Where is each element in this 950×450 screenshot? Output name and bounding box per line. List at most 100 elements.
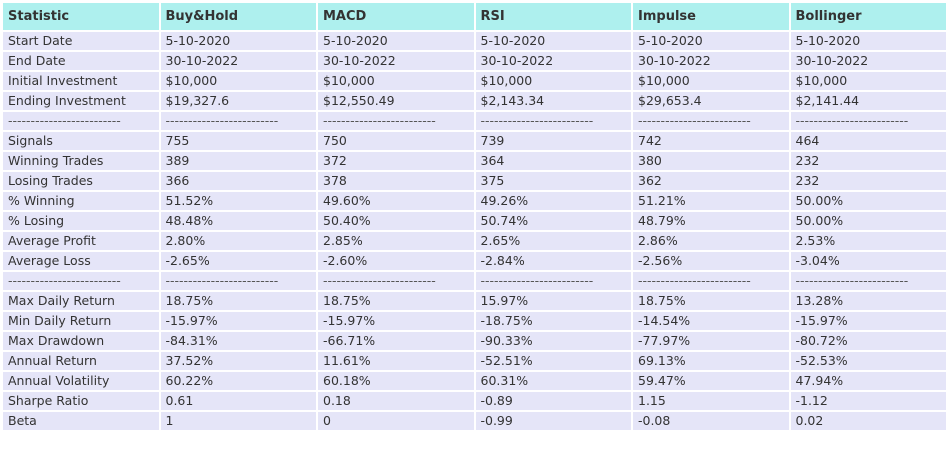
- macd-cell: 60.18%: [318, 372, 474, 390]
- buy-and-hold-cell: 37.52%: [160, 352, 316, 370]
- macd-cell: 372: [318, 152, 474, 170]
- rsi-cell: 364: [475, 152, 631, 170]
- impulse-cell: 59.47%: [633, 372, 789, 390]
- statistic-cell: Sharpe Ratio: [3, 392, 159, 410]
- separator-cell: -------------------------: [160, 272, 316, 290]
- impulse-cell: 380: [633, 152, 789, 170]
- rsi-cell: 50.74%: [475, 212, 631, 230]
- buy-and-hold-cell: 389: [160, 152, 316, 170]
- macd-cell: 50.40%: [318, 212, 474, 230]
- statistic-cell: Max Drawdown: [3, 332, 159, 350]
- separator-cell: -------------------------: [633, 272, 789, 290]
- rsi-cell: $10,000: [475, 72, 631, 90]
- table-row: Min Daily Return -15.97% -15.97% -18.75% -14…: [3, 312, 946, 330]
- statistic-cell: Losing Trades: [3, 172, 159, 190]
- impulse-cell: 5-10-2020: [633, 32, 789, 50]
- buy-and-hold-cell: 366: [160, 172, 316, 190]
- table-header: Statistic Buy&Hold MACD RSI Impulse Boll…: [3, 3, 946, 30]
- macd-cell: 378: [318, 172, 474, 190]
- impulse-cell: -14.54%: [633, 312, 789, 330]
- bollinger-cell: 464: [790, 132, 946, 150]
- bollinger-cell: -15.97%: [790, 312, 946, 330]
- table-row: Average Profit 2.80% 2.85% 2.65% 2.86% 2.53%: [3, 232, 946, 250]
- bollinger-cell: 30-10-2022: [790, 52, 946, 70]
- rsi-cell: 60.31%: [475, 372, 631, 390]
- header-row: Statistic Buy&Hold MACD RSI Impulse Boll…: [3, 3, 946, 30]
- separator-cell: -------------------------: [475, 112, 631, 130]
- impulse-cell: $10,000: [633, 72, 789, 90]
- separator-cell: -------------------------: [475, 272, 631, 290]
- macd-cell: 5-10-2020: [318, 32, 474, 50]
- header-buy-and-hold: Buy&Hold: [160, 3, 316, 30]
- table-row: % Losing 48.48% 50.40% 50.74% 48.79% 50.00%: [3, 212, 946, 230]
- impulse-cell: 51.21%: [633, 192, 789, 210]
- buy-and-hold-cell: 5-10-2020: [160, 32, 316, 50]
- table-row: Winning Trades 389 372 364 380 232: [3, 152, 946, 170]
- rsi-cell: -52.51%: [475, 352, 631, 370]
- impulse-cell: 742: [633, 132, 789, 150]
- separator-row: ------------------------- ---------------…: [3, 112, 946, 130]
- bollinger-cell: 5-10-2020: [790, 32, 946, 50]
- bollinger-cell: 0.02: [790, 412, 946, 430]
- bollinger-cell: 13.28%: [790, 292, 946, 310]
- macd-cell: 30-10-2022: [318, 52, 474, 70]
- statistic-cell: End Date: [3, 52, 159, 70]
- buy-and-hold-cell: 30-10-2022: [160, 52, 316, 70]
- macd-cell: 49.60%: [318, 192, 474, 210]
- statistic-cell: % Losing: [3, 212, 159, 230]
- table-row: Annual Volatility 60.22% 60.18% 60.31% 59.47…: [3, 372, 946, 390]
- rsi-cell: 2.65%: [475, 232, 631, 250]
- buy-and-hold-cell: 1: [160, 412, 316, 430]
- rsi-cell: $2,143.34: [475, 92, 631, 110]
- statistic-cell: Initial Investment: [3, 72, 159, 90]
- rsi-cell: -2.84%: [475, 252, 631, 270]
- bollinger-cell: -3.04%: [790, 252, 946, 270]
- bollinger-cell: 232: [790, 152, 946, 170]
- statistic-cell: % Winning: [3, 192, 159, 210]
- bollinger-cell: -1.12: [790, 392, 946, 410]
- separator-cell: -------------------------: [160, 112, 316, 130]
- impulse-cell: -77.97%: [633, 332, 789, 350]
- macd-cell: 2.85%: [318, 232, 474, 250]
- statistic-cell: Max Daily Return: [3, 292, 159, 310]
- table-row: Ending Investment $19,327.6 $12,550.49 $2,1…: [3, 92, 946, 110]
- bollinger-cell: 232: [790, 172, 946, 190]
- statistic-cell: Beta: [3, 412, 159, 430]
- bollinger-cell: 50.00%: [790, 192, 946, 210]
- rsi-cell: 30-10-2022: [475, 52, 631, 70]
- buy-and-hold-cell: 2.80%: [160, 232, 316, 250]
- macd-cell: 11.61%: [318, 352, 474, 370]
- bollinger-cell: -80.72%: [790, 332, 946, 350]
- macd-cell: -2.60%: [318, 252, 474, 270]
- macd-cell: 0.18: [318, 392, 474, 410]
- separator-cell: -------------------------: [318, 272, 474, 290]
- statistic-cell: Ending Investment: [3, 92, 159, 110]
- separator-cell: -------------------------: [790, 272, 946, 290]
- buy-and-hold-cell: 51.52%: [160, 192, 316, 210]
- separator-cell: -------------------------: [790, 112, 946, 130]
- impulse-cell: -2.56%: [633, 252, 789, 270]
- impulse-cell: 48.79%: [633, 212, 789, 230]
- buy-and-hold-cell: 18.75%: [160, 292, 316, 310]
- statistic-cell: Average Profit: [3, 232, 159, 250]
- buy-and-hold-cell: 60.22%: [160, 372, 316, 390]
- table-row: Beta 1 0 -0.99 -0.08 0.02: [3, 412, 946, 430]
- macd-cell: -15.97%: [318, 312, 474, 330]
- bollinger-cell: -52.53%: [790, 352, 946, 370]
- macd-cell: 750: [318, 132, 474, 150]
- table-row: Max Daily Return 18.75% 18.75% 15.97% 18.75%…: [3, 292, 946, 310]
- statistic-cell: Winning Trades: [3, 152, 159, 170]
- table-row: % Winning 51.52% 49.60% 49.26% 51.21% 50.00%: [3, 192, 946, 210]
- macd-cell: 18.75%: [318, 292, 474, 310]
- buy-and-hold-cell: 0.61: [160, 392, 316, 410]
- rsi-cell: 375: [475, 172, 631, 190]
- strategy-statistics-table: Statistic Buy&Hold MACD RSI Impulse Boll…: [1, 1, 948, 432]
- header-rsi: RSI: [475, 3, 631, 30]
- header-statistic: Statistic: [3, 3, 159, 30]
- separator-cell: -------------------------: [633, 112, 789, 130]
- statistic-cell: Annual Volatility: [3, 372, 159, 390]
- bollinger-cell: 2.53%: [790, 232, 946, 250]
- table-row: Sharpe Ratio 0.61 0.18 -0.89 1.15 -1.12: [3, 392, 946, 410]
- impulse-cell: 30-10-2022: [633, 52, 789, 70]
- macd-cell: $10,000: [318, 72, 474, 90]
